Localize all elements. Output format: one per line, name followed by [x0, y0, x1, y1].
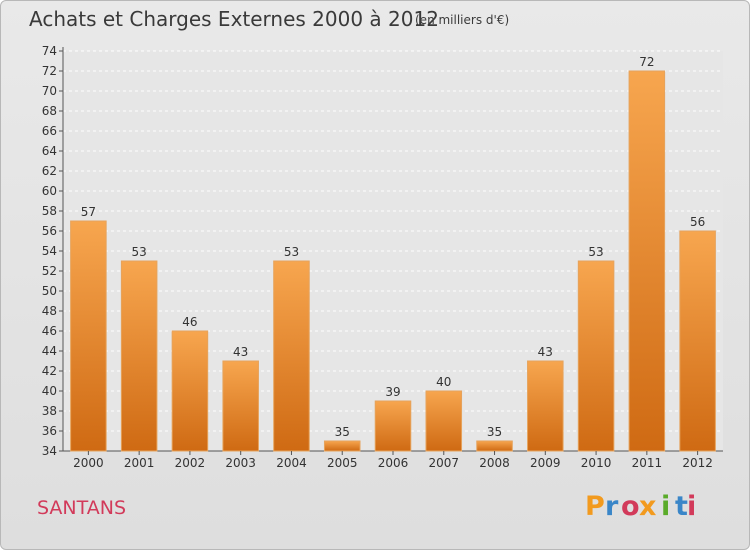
y-tick-label: 44 — [42, 344, 57, 358]
x-tick-label: 2007 — [428, 456, 459, 470]
data-label: 35 — [335, 425, 350, 439]
data-label: 43 — [538, 345, 553, 359]
bar — [374, 400, 412, 452]
y-tick-label: 72 — [42, 64, 57, 78]
logo-letter: x — [639, 491, 656, 522]
data-label: 56 — [690, 215, 705, 229]
y-tick-label: 48 — [42, 304, 57, 318]
y-tick-label: 68 — [42, 104, 57, 118]
data-label: 53 — [284, 245, 299, 259]
data-label: 53 — [132, 245, 147, 259]
data-label: 40 — [436, 375, 451, 389]
y-tick-label: 50 — [42, 284, 57, 298]
y-tick-label: 64 — [42, 144, 57, 158]
y-tick-label: 40 — [42, 384, 57, 398]
x-tick-label: 2003 — [225, 456, 256, 470]
y-tick-label: 60 — [42, 184, 57, 198]
y-tick-label: 34 — [42, 444, 57, 458]
y-tick-label: 54 — [42, 244, 57, 258]
y-tick-label: 62 — [42, 164, 57, 178]
x-tick-label: 2000 — [73, 456, 104, 470]
bar — [628, 70, 666, 452]
data-label: 35 — [487, 425, 502, 439]
x-tick-label: 2001 — [124, 456, 155, 470]
y-tick-label: 36 — [42, 424, 57, 438]
y-tick-label: 56 — [42, 224, 57, 238]
x-tick-label: 2012 — [682, 456, 713, 470]
bar — [527, 360, 564, 452]
data-label: 43 — [233, 345, 248, 359]
logo-letter: r — [605, 491, 619, 522]
logo-letter: i — [687, 491, 696, 522]
bar — [476, 440, 513, 452]
bar — [70, 220, 107, 452]
data-label: 57 — [81, 205, 96, 219]
y-tick-label: 58 — [42, 204, 57, 218]
x-tick-label: 2004 — [276, 456, 307, 470]
bar — [222, 360, 259, 452]
bar — [273, 260, 310, 452]
x-tick-label: 2011 — [632, 456, 663, 470]
x-tick-label: 2010 — [581, 456, 612, 470]
y-tick-label: 42 — [42, 364, 57, 378]
data-label: 46 — [182, 315, 197, 329]
logo-letter: t — [675, 491, 688, 522]
bar — [425, 390, 463, 452]
bar — [171, 330, 209, 452]
y-tick-label: 38 — [42, 404, 57, 418]
chart-title: Achats et Charges Externes 2000 à 2012 — [29, 7, 439, 31]
bar — [577, 260, 615, 452]
logo-letter: P — [585, 491, 605, 522]
y-tick-label: 52 — [42, 264, 57, 278]
y-tick-label: 74 — [42, 44, 57, 58]
x-tick-label: 2008 — [479, 456, 510, 470]
bar — [679, 230, 716, 452]
x-tick-label: 2006 — [378, 456, 409, 470]
data-label: 72 — [639, 55, 654, 69]
logo-letter: o — [621, 491, 640, 522]
commune-name: SANTANS — [37, 497, 127, 519]
x-tick-label: 2009 — [530, 456, 561, 470]
logo-letter: i — [661, 491, 670, 522]
bar — [323, 440, 361, 452]
y-tick-label: 70 — [42, 84, 57, 98]
x-tick-label: 2005 — [327, 456, 358, 470]
data-label: 39 — [385, 385, 400, 399]
bar — [120, 260, 158, 452]
y-tick-label: 46 — [42, 324, 57, 338]
data-label: 53 — [588, 245, 603, 259]
chart-subtitle: (en milliers d'€) — [415, 13, 510, 27]
y-tick-label: 66 — [42, 124, 57, 138]
x-tick-label: 2002 — [175, 456, 206, 470]
